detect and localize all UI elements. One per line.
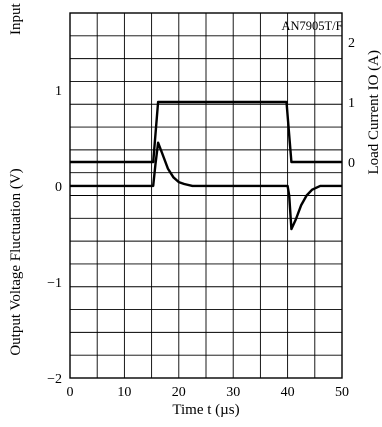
left-tick-labels: 1 0 −1 −2 [47,84,62,387]
x-tick-label: 20 [172,385,186,400]
right-tick-labels: 2 1 0 [348,36,355,171]
left-tick-label: 0 [55,180,62,195]
x-tick-label: 0 [67,385,74,400]
x-tick-label: 10 [117,385,131,400]
right-tick-label: 1 [348,96,355,111]
x-tick-label: 50 [335,385,349,400]
x-axis-label: Time t (µs) [172,402,239,418]
series-layer [70,100,342,231]
x-tick-label: 30 [226,385,240,400]
right-tick-label: 2 [348,36,355,51]
x-tick-label: 40 [281,385,295,400]
x-tick-labels: 0 10 20 30 40 50 [67,385,350,400]
left-tick-label: −1 [47,276,62,291]
input-voltage-axis-label: Input Voltage VI (V) [8,0,24,35]
left-tick-label: 1 [55,84,62,99]
left-axis-label: Output Voltage Fluctuation (V) [8,168,24,355]
right-tick-label: 0 [348,156,355,171]
grid [70,13,342,378]
left-tick-label: −2 [47,372,62,387]
chart-title: AN7905T/F [281,19,342,33]
plot-frame [69,12,343,379]
right-axis-label: Load Current IO (A) [366,50,382,175]
series-line-load-current [70,100,342,164]
series-line-output-voltage-fluctuation [70,141,342,231]
